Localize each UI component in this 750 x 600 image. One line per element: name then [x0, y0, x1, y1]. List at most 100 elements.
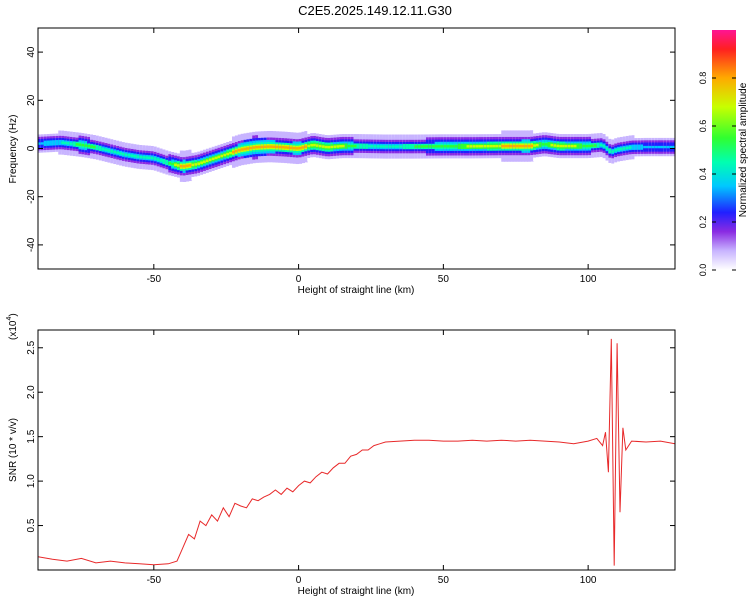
spectrogram-cell	[547, 143, 552, 146]
spectrogram-cell	[344, 144, 349, 148]
spectrogram-cell	[536, 143, 540, 147]
spectrogram-cell	[570, 144, 575, 148]
spectrogram-cell	[284, 146, 288, 149]
spectrogram-cell	[124, 153, 129, 156]
spectrogram-cell	[524, 144, 528, 148]
spectrogram-cell	[38, 142, 42, 145]
spectrogram-cell	[518, 144, 523, 148]
spectrogram-cell	[666, 145, 670, 149]
spectrogram-cell	[350, 144, 355, 148]
spectrogram-cell	[263, 145, 268, 148]
y-tick-label: 0.5	[26, 518, 37, 532]
y-tick-label: 1.0	[26, 474, 37, 488]
spectrogram-panel: -50 0 50 100 -40 -20 0 20 40 Height of straight…	[8, 27, 676, 296]
spectrogram-cell	[423, 145, 427, 148]
snr-plot-area	[38, 330, 675, 570]
spectrogram-y-axis: -40 -20 0 20 40	[26, 46, 675, 252]
spectrogram-cell	[104, 148, 109, 152]
spectrogram-cell	[657, 145, 662, 149]
spectrogram-cell	[591, 144, 595, 147]
spectrogram-cell	[495, 144, 499, 148]
spectrogram-cell	[588, 144, 592, 148]
y-tick-label: 40	[26, 46, 37, 58]
spectrogram-cell	[631, 146, 636, 149]
colorbar-tick-label: 0.8	[698, 72, 708, 85]
spectrogram-cell	[397, 145, 401, 148]
spectrogram-cell	[191, 163, 195, 167]
spectrogram-cell	[61, 141, 65, 144]
spectrogram-cell	[504, 144, 508, 148]
spectrogram-cell	[101, 147, 106, 151]
spectrogram-cell	[237, 148, 242, 152]
spectrogram-cell	[133, 155, 138, 158]
colorbar-tick-label: 0.4	[698, 168, 708, 181]
figure-title: C2E5.2025.149.12.11.G30	[298, 3, 452, 18]
spectrogram-cell	[559, 144, 563, 148]
snr-frame	[37, 329, 676, 571]
spectrogram-cell	[509, 144, 514, 148]
spectrogram-cell	[405, 145, 410, 148]
spectrogram-x-axis: -50 0 50 100	[147, 28, 597, 285]
spectrogram-cell	[260, 145, 265, 149]
spectrogram-cell	[399, 145, 404, 148]
colorbar-label: Normalized spectral amplitude	[738, 82, 749, 217]
spectrogram-cell	[637, 145, 641, 149]
snr-x-label: Height of straight line (km)	[298, 586, 415, 597]
spectrogram-cell	[457, 145, 462, 148]
colorbar-ticks: 0.0 0.2 0.4 0.6 0.8	[698, 72, 736, 276]
y-tick-label: -40	[26, 237, 37, 252]
spectrogram-cell	[119, 152, 123, 155]
spectrogram-cell	[269, 145, 274, 148]
spectrogram-cell	[333, 145, 337, 148]
spectrogram-cell	[295, 147, 300, 150]
spectrogram-cell	[567, 144, 572, 148]
spectrogram-cell	[492, 144, 497, 148]
spectrogram-cell	[174, 163, 178, 166]
spectrogram-cell	[240, 148, 245, 151]
spectrogram-cell	[40, 142, 45, 145]
spectrogram-cell	[84, 144, 88, 147]
spectrogram-cell	[576, 144, 581, 148]
spectrogram-cell	[628, 146, 633, 149]
x-tick-label: 100	[580, 274, 597, 285]
spectrogram-cell	[292, 146, 297, 150]
spectrogram-cell	[382, 145, 387, 148]
spectrogram-cell	[602, 144, 607, 148]
spectrogram-y-label: Frequency (Hz)	[8, 115, 19, 184]
spectrogram-cell	[226, 152, 230, 156]
spectrogram-cell	[353, 144, 358, 148]
spectrogram-cell	[75, 143, 80, 146]
spectrogram-cell	[258, 145, 262, 149]
spectrogram-cell	[538, 143, 543, 146]
spectrogram-cell	[460, 145, 465, 148]
spectrogram-cell	[414, 145, 418, 148]
snr-x-axis: -50 0 50 100	[147, 330, 597, 586]
spectrogram-cell	[208, 158, 213, 162]
spectrogram-cell	[498, 144, 502, 148]
colorbar-gradient	[712, 30, 736, 270]
spectrogram-cell	[162, 160, 166, 163]
spectrogram-cell	[646, 145, 650, 149]
spectrogram-cell	[327, 145, 332, 149]
spectrogram-cell	[142, 156, 146, 159]
spectrogram-cell	[533, 144, 537, 147]
spectrogram-cell	[431, 145, 436, 148]
spectrogram-cell	[185, 164, 190, 168]
spectrogram-cell	[90, 145, 94, 148]
y-tick-label: 1.5	[26, 429, 37, 443]
x-tick-label: 0	[296, 274, 302, 285]
y-tick-label: -20	[26, 189, 37, 204]
spectrogram-cell	[365, 145, 369, 148]
spectrogram-cell	[307, 144, 311, 148]
spectrogram-cell	[530, 144, 534, 148]
spectrogram-cell	[469, 145, 473, 148]
y-tick-label: 2.0	[26, 385, 37, 399]
spectrogram-cell	[304, 145, 308, 148]
spectrogram-cell	[483, 145, 488, 148]
x-tick-label: 0	[296, 575, 302, 586]
spectrogram-cell	[379, 145, 384, 148]
spectrogram-cell	[43, 142, 48, 145]
y-tick-label: 20	[26, 94, 37, 106]
spectrogram-cell	[582, 144, 586, 148]
spectrogram-cell	[515, 144, 520, 148]
